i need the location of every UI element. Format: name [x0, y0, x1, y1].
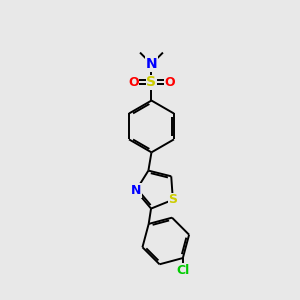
- Text: S: S: [146, 75, 157, 89]
- Text: S: S: [168, 193, 177, 206]
- Text: Cl: Cl: [176, 264, 190, 277]
- Text: O: O: [128, 76, 139, 89]
- Text: N: N: [131, 184, 141, 197]
- Text: N: N: [146, 57, 157, 71]
- Text: O: O: [164, 76, 175, 89]
